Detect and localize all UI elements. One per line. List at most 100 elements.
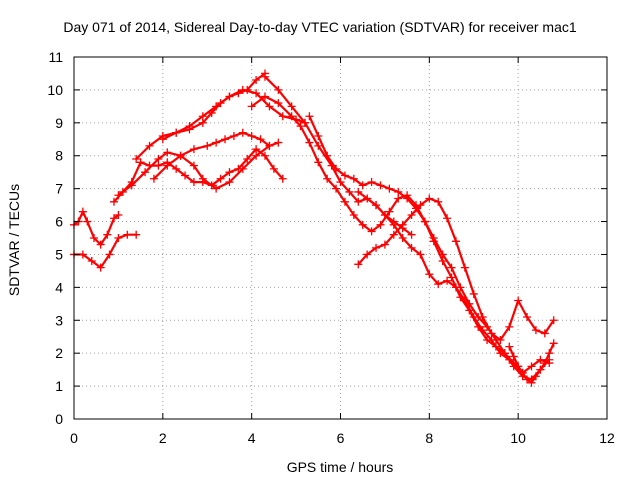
data-point-marker <box>340 171 349 180</box>
data-point-marker <box>451 237 460 246</box>
data-point-marker <box>447 263 456 272</box>
data-point-marker <box>460 296 469 305</box>
data-point-marker <box>145 141 154 150</box>
data-point-marker <box>509 352 518 361</box>
data-point-marker <box>89 234 98 242</box>
data-point-marker <box>420 217 429 226</box>
data-point-marker <box>212 184 221 193</box>
x-tick-label: 2 <box>159 430 167 446</box>
data-point-marker <box>523 375 532 384</box>
data-point-marker <box>163 148 172 157</box>
data-point-marker <box>443 214 452 223</box>
data-point-marker <box>349 210 358 219</box>
data-point-marker <box>198 174 207 183</box>
y-axis-label: SDTVAR / TECUs <box>6 184 22 296</box>
data-point-marker <box>323 151 332 160</box>
data-point-marker <box>354 260 363 269</box>
data-point-marker <box>149 174 158 183</box>
data-point-marker <box>336 178 345 187</box>
data-point-marker <box>425 194 434 203</box>
data-point-marker <box>238 85 247 94</box>
data-point-marker <box>349 174 358 183</box>
y-tick-label: 1 <box>55 378 63 394</box>
data-point-marker <box>105 250 114 259</box>
data-point-marker <box>265 141 274 150</box>
data-point-marker <box>523 312 532 321</box>
data-point-marker <box>531 372 540 381</box>
data-point-marker <box>358 220 367 229</box>
y-tick-label: 9 <box>55 115 63 131</box>
y-tick-label: 5 <box>55 246 63 262</box>
series-layer <box>70 69 558 387</box>
data-point-marker <box>260 92 269 101</box>
data-point-marker <box>305 112 314 121</box>
data-point-marker <box>172 164 181 173</box>
data-point-marker <box>372 201 381 210</box>
data-point-marker <box>172 128 181 137</box>
data-point-marker <box>103 230 112 239</box>
data-point-marker <box>372 243 381 252</box>
data-point-marker <box>225 92 234 101</box>
data-point-marker <box>269 164 278 173</box>
data-point-marker <box>225 178 234 187</box>
data-point-marker <box>540 359 549 368</box>
data-point-marker <box>212 102 221 111</box>
data-point-marker <box>398 234 407 242</box>
data-point-marker <box>514 362 523 371</box>
data-point-marker <box>96 240 105 249</box>
data-point-marker <box>189 178 198 187</box>
data-point-marker <box>332 164 341 173</box>
data-point-marker <box>434 197 443 206</box>
data-point-marker <box>385 207 394 216</box>
series-track-2 <box>70 207 123 249</box>
data-point-marker <box>238 128 247 137</box>
data-point-marker <box>314 131 323 140</box>
y-tick-label: 8 <box>55 148 63 164</box>
data-point-marker <box>505 342 514 351</box>
data-point-marker <box>247 102 256 111</box>
data-point-marker <box>305 138 314 147</box>
data-point-marker <box>198 112 207 121</box>
data-point-marker <box>238 164 247 173</box>
data-point-marker <box>540 329 549 338</box>
data-point-marker <box>212 138 221 147</box>
data-point-marker <box>136 158 145 167</box>
data-point-marker <box>114 191 123 200</box>
data-point-marker <box>314 158 323 167</box>
data-point-marker <box>518 368 527 377</box>
data-point-marker <box>549 339 558 348</box>
data-point-marker <box>514 296 523 305</box>
data-point-marker <box>189 161 198 170</box>
data-point-marker <box>185 122 194 131</box>
data-point-marker <box>109 197 118 206</box>
data-point-marker <box>407 230 416 239</box>
data-point-marker <box>225 168 234 177</box>
y-tick-label: 7 <box>55 181 63 197</box>
data-point-marker <box>416 250 425 259</box>
series-line <box>117 141 280 197</box>
y-tick-label: 0 <box>55 411 63 427</box>
data-point-marker <box>478 326 487 335</box>
data-point-marker <box>354 187 363 196</box>
series-line <box>308 115 551 374</box>
y-tick-label: 6 <box>55 214 63 230</box>
data-point-marker <box>252 151 261 160</box>
x-axis-label: GPS time / hours <box>287 459 394 475</box>
series-line <box>357 197 555 342</box>
data-point-marker <box>163 161 172 170</box>
data-point-marker <box>345 187 354 196</box>
data-point-marker <box>376 181 385 190</box>
data-point-marker <box>340 197 349 206</box>
x-tick-label: 10 <box>510 430 526 446</box>
data-point-marker <box>527 378 536 387</box>
data-point-marker <box>181 171 190 180</box>
y-tick-label: 10 <box>47 82 63 98</box>
data-point-marker <box>398 220 407 229</box>
data-point-marker <box>260 72 269 81</box>
data-point-marker <box>221 135 230 144</box>
data-point-marker <box>407 243 416 252</box>
data-point-marker <box>287 102 296 111</box>
data-point-marker <box>425 270 434 279</box>
